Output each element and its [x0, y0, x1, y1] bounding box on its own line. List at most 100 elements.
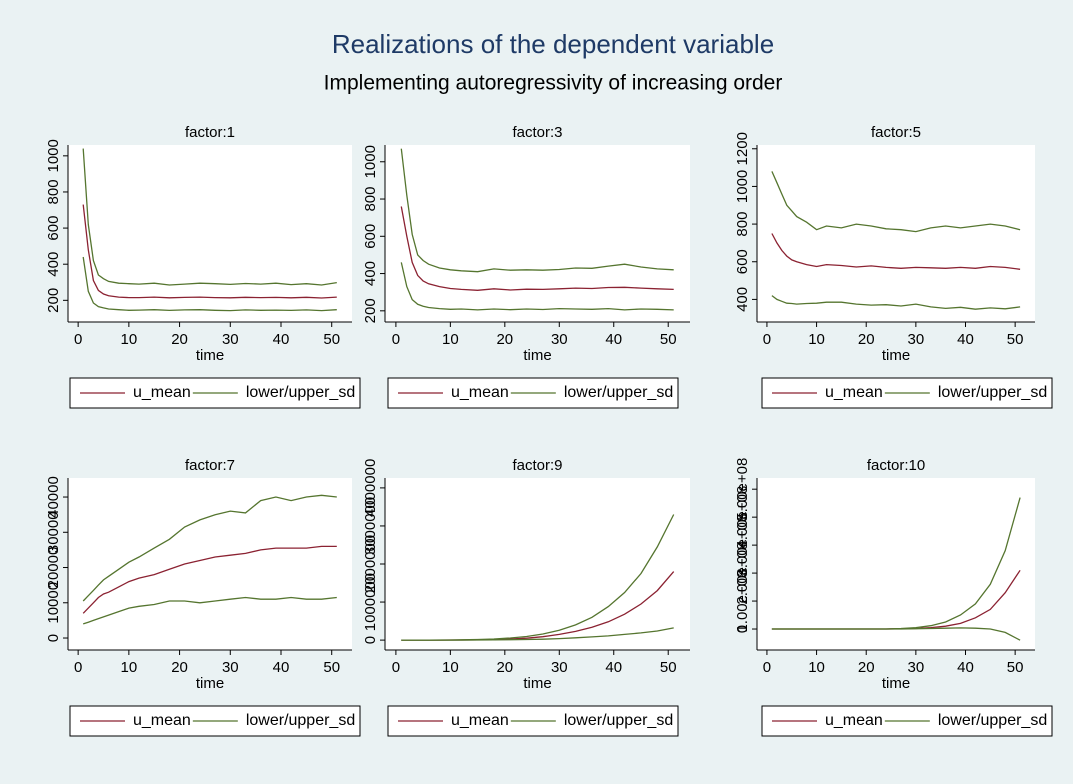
x-tick-label: 0	[74, 331, 82, 348]
legend-label: u_mean	[451, 384, 509, 401]
x-axis-title: time	[196, 675, 224, 692]
legend-label: lower/upper_sd	[938, 712, 1047, 729]
x-tick-label: 30	[908, 659, 925, 676]
legend-label: u_mean	[451, 712, 509, 729]
chart-title: factor:3	[512, 124, 562, 141]
legend: u_mean lower/upper_sd	[398, 712, 673, 729]
series-line	[771, 295, 1021, 310]
y-tick-label: 200	[362, 298, 379, 323]
y-tick-label: 2.00e+08	[734, 542, 751, 605]
y-tick-label: 10000	[45, 582, 62, 624]
y-tick-label: 2000000	[362, 535, 379, 593]
series-line	[82, 148, 337, 286]
x-tick-label: 50	[660, 331, 677, 348]
x-tick-label: 50	[1007, 659, 1024, 676]
y-tick-label: 0	[45, 634, 62, 642]
legend-label: u_mean	[133, 384, 191, 401]
x-axis-title: time	[196, 347, 224, 364]
series-line	[771, 233, 1021, 270]
x-tick-label: 40	[273, 659, 290, 676]
x-tick-label: 20	[171, 659, 188, 676]
y-tick-label: 0	[734, 625, 751, 633]
y-tick-label: 3000000	[362, 497, 379, 555]
y-tick-label: 5.00e+08	[734, 458, 751, 521]
y-tick-label: 4000000	[362, 459, 379, 517]
y-tick-label: 40000	[45, 476, 62, 518]
legend-label: lower/upper_sd	[938, 384, 1047, 401]
legend: u_mean lower/upper_sd	[80, 384, 355, 401]
figure-title: Realizations of the dependent variable	[332, 29, 774, 59]
legend-label: lower/upper_sd	[246, 384, 355, 401]
y-tick-label: 1000000	[362, 573, 379, 631]
plot-area	[68, 145, 352, 322]
x-tick-label: 10	[121, 331, 138, 348]
y-tick-label: 200	[45, 288, 62, 313]
x-axis-title: time	[882, 675, 910, 692]
y-tick-label: 400	[734, 287, 751, 312]
x-tick-label: 0	[74, 659, 82, 676]
y-tick-label: 800	[362, 187, 379, 212]
y-tick-label: 600	[45, 216, 62, 241]
x-tick-label: 50	[323, 659, 340, 676]
x-tick-label: 20	[171, 331, 188, 348]
x-tick-label: 0	[763, 659, 771, 676]
series-line	[82, 204, 337, 299]
x-tick-label: 40	[957, 331, 974, 348]
chart-title: factor:9	[512, 457, 562, 474]
y-tick-label: 800	[45, 179, 62, 204]
x-tick-label: 10	[442, 331, 459, 348]
y-tick-label: 1000	[362, 145, 379, 178]
series-line	[400, 206, 674, 291]
plot-area	[68, 478, 352, 650]
x-tick-label: 20	[858, 659, 875, 676]
x-tick-label: 40	[605, 659, 622, 676]
series-line	[82, 494, 337, 602]
x-tick-label: 10	[808, 659, 825, 676]
chart-title: factor:5	[871, 124, 921, 141]
x-tick-label: 40	[605, 331, 622, 348]
x-tick-label: 30	[222, 659, 239, 676]
y-tick-label: 600	[734, 249, 751, 274]
legend-label: u_mean	[133, 712, 191, 729]
legend-label: u_mean	[825, 712, 883, 729]
series-line	[82, 545, 337, 614]
series-line	[771, 171, 1021, 233]
legend-label: lower/upper_sd	[246, 712, 355, 729]
x-tick-label: 20	[496, 331, 513, 348]
x-axis-title: time	[882, 347, 910, 364]
x-tick-label: 20	[858, 331, 875, 348]
x-tick-label: 10	[121, 659, 138, 676]
legend: u_mean lower/upper_sd	[772, 712, 1047, 729]
series-line	[771, 497, 1021, 630]
y-tick-label: 400	[362, 261, 379, 286]
legend: u_mean lower/upper_sd	[772, 384, 1047, 401]
x-tick-label: 10	[808, 331, 825, 348]
x-tick-label: 30	[551, 331, 568, 348]
x-axis-title: time	[523, 347, 551, 364]
plot-area	[385, 145, 690, 322]
figure-subtitle: Implementing autoregressivity of increas…	[324, 72, 783, 95]
plot-area	[385, 478, 690, 650]
chart-title: factor:10	[867, 457, 925, 474]
y-tick-label: 800	[734, 212, 751, 237]
x-tick-label: 30	[551, 659, 568, 676]
y-tick-label: 3.00e+08	[734, 514, 751, 577]
series-line	[82, 596, 337, 625]
legend-label: lower/upper_sd	[564, 384, 673, 401]
x-tick-label: 30	[908, 331, 925, 348]
plot-area	[757, 145, 1035, 322]
series-line	[400, 148, 674, 273]
y-tick-label: 0	[362, 636, 379, 644]
y-tick-label: 4.00e+08	[734, 486, 751, 549]
series-line	[400, 262, 674, 311]
series-line	[401, 514, 675, 641]
y-tick-label: 30000	[45, 511, 62, 553]
x-tick-label: 10	[442, 659, 459, 676]
x-tick-label: 50	[323, 331, 340, 348]
legend-label: lower/upper_sd	[564, 712, 673, 729]
x-tick-label: 0	[763, 331, 771, 348]
plot-area	[757, 478, 1035, 650]
x-tick-label: 40	[273, 331, 290, 348]
